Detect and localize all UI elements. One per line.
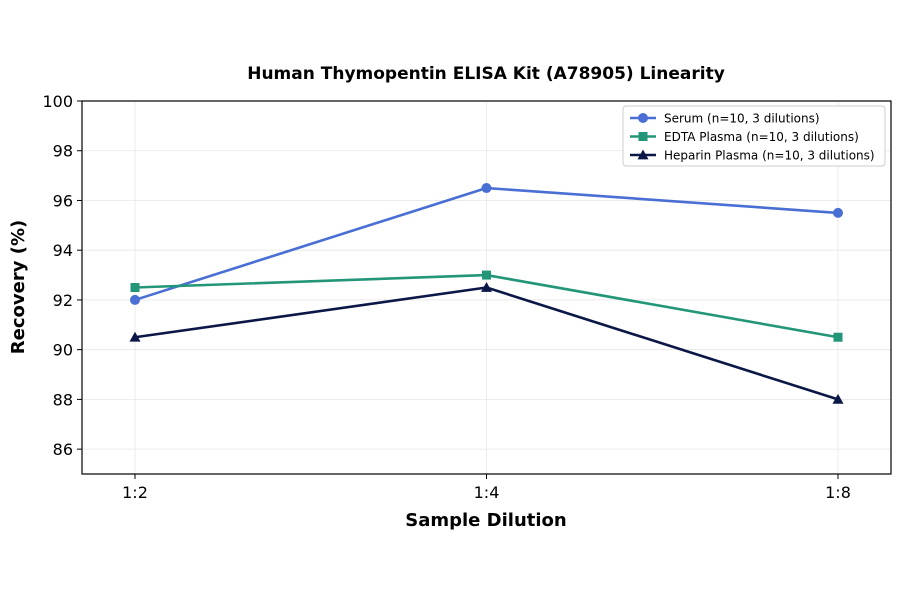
y-tick-label: 98 bbox=[53, 142, 73, 161]
x-tick-label: 1:4 bbox=[474, 483, 500, 502]
y-tick-label: 92 bbox=[53, 291, 73, 310]
x-axis-label: Sample Dilution bbox=[405, 510, 566, 531]
legend-marker bbox=[637, 149, 649, 160]
data-point bbox=[481, 282, 492, 292]
legend-label: Heparin Plasma (n=10, 3 dilutions) bbox=[664, 149, 875, 163]
y-tick-label: 94 bbox=[53, 241, 73, 260]
legend-label: EDTA Plasma (n=10, 3 dilutions) bbox=[664, 130, 859, 144]
x-tick-label: 1:8 bbox=[825, 483, 851, 502]
data-point bbox=[129, 331, 141, 342]
chart-title: Human Thymopentin ELISA Kit (A78905) Lin… bbox=[247, 64, 725, 84]
data-point bbox=[482, 270, 491, 280]
series-1 bbox=[130, 183, 843, 305]
x-tick-label: 1:2 bbox=[122, 483, 148, 502]
y-tick-label: 96 bbox=[53, 191, 73, 210]
data-point bbox=[833, 332, 843, 342]
y-tick-label: 90 bbox=[53, 341, 73, 360]
legend-label: Serum (n=10, 3 dilutions) bbox=[664, 112, 820, 126]
x-axis-ticks: 1:2 1:4 1:8 bbox=[122, 474, 851, 502]
series-2 bbox=[130, 270, 843, 342]
series-3 bbox=[129, 282, 844, 404]
legend-box bbox=[622, 105, 886, 167]
data-point bbox=[130, 283, 140, 292]
legend-entry-2: EDTA Plasma (n=10, 3 dilutions) bbox=[630, 130, 859, 144]
data-point bbox=[130, 294, 140, 305]
legend-entry-1: Serum (n=10, 3 dilutions) bbox=[630, 112, 820, 126]
data-point bbox=[833, 207, 843, 218]
legend-marker bbox=[638, 113, 648, 123]
legend-marker bbox=[638, 132, 648, 141]
data-point bbox=[832, 393, 844, 404]
y-axis-label: Recovery (%) bbox=[8, 220, 29, 354]
y-tick-label: 88 bbox=[53, 390, 73, 409]
y-tick-label: 86 bbox=[53, 440, 73, 459]
series-layer bbox=[129, 183, 844, 404]
legend: Serum (n=10, 3 dilutions) EDTA Plasma (n=… bbox=[622, 105, 886, 167]
y-tick-label: 100 bbox=[42, 92, 73, 111]
legend-entry-3: Heparin Plasma (n=10, 3 dilutions) bbox=[630, 149, 875, 163]
y-axis-ticks: 86 88 90 92 94 96 98 100 bbox=[42, 92, 82, 459]
data-point bbox=[481, 183, 492, 194]
